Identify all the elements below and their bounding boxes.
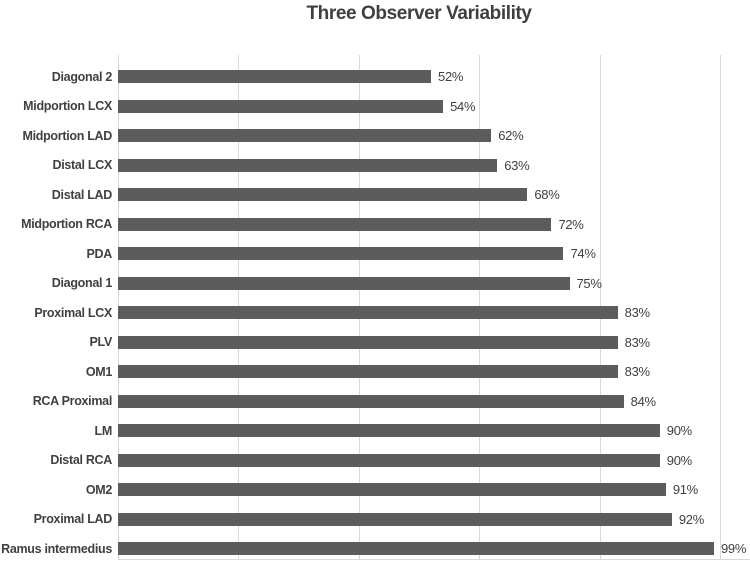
value-label: 52% [438,69,464,85]
bar-row: Midportion LAD 62% [0,121,750,151]
bar-row: Diagonal 1 75% [0,269,750,299]
bar-area: 68% [118,180,750,210]
category-label: Midportion LAD [22,128,112,143]
bar-row: Proximal LCX 83% [0,298,750,328]
bar [118,129,492,143]
bar-area: 91% [118,475,750,505]
value-label: 63% [504,157,530,173]
bar-row: Proximal LAD 92% [0,505,750,535]
category-label: Proximal LAD [33,512,113,527]
bar-area: 54% [118,92,750,122]
bar [118,335,618,349]
bar [118,512,672,526]
bar-row: LM 90% [0,416,750,446]
bar-row: PDA 74% [0,239,750,269]
category-label: Ramus intermedius [1,541,112,556]
value-label: 99% [720,541,747,557]
bar [118,217,552,231]
bar-area: 99% [118,534,750,564]
bar-row: Ramus intermedius 99% [0,534,750,564]
value-label: 74% [570,246,596,262]
bar [118,542,714,556]
x-axis-line [118,559,750,560]
bar-area: 90% [118,416,750,446]
value-label: 83% [624,334,650,350]
category-label: Midportion RCA [21,217,112,232]
value-label: 92% [678,511,704,527]
bar [118,99,444,113]
category-label: Distal RCA [50,453,112,468]
bar-row: Midportion RCA 72% [0,210,750,240]
value-label: 84% [630,393,656,409]
bar [118,188,528,202]
category-label: OM2 [85,482,112,497]
bar [118,424,660,438]
bar-area: 90% [118,446,750,476]
category-label: Distal LCX [52,158,112,173]
bar [118,276,570,290]
value-label: 72% [558,216,584,232]
bar-row: Distal LCX 63% [0,151,750,181]
bar-area: 62% [118,121,750,151]
category-label: Diagonal 1 [51,276,113,291]
bar [118,158,498,172]
bar [118,306,618,320]
bar [118,483,666,497]
category-label: PDA [86,246,113,261]
value-label: 91% [672,482,698,498]
bar-area: 83% [118,328,750,358]
bar-row: RCA Proximal 84% [0,387,750,417]
value-label: 75% [576,275,602,291]
value-label: 68% [534,187,560,203]
bar-area: 63% [118,151,750,181]
chart-title: Three Observer Variability [306,3,532,24]
gridline [720,55,721,559]
bar-row: Distal LAD 68% [0,180,750,210]
bar-row: Diagonal 2 52% [0,62,750,92]
bar [118,453,660,467]
bar [118,394,624,408]
bar-rows-container: Diagonal 2 52% Midportion LCX 54% Midpor… [0,62,750,564]
bar-row: OM2 91% [0,475,750,505]
bar-area: 83% [118,357,750,387]
value-label: 83% [624,305,650,321]
bar-area: 92% [118,505,750,535]
category-label: OM1 [85,364,112,379]
bar-row: OM1 83% [0,357,750,387]
bar-area: 72% [118,210,750,240]
value-label: 90% [666,452,692,468]
value-label: 54% [450,98,476,114]
bar-area: 84% [118,387,750,417]
bar-row: PLV 83% [0,328,750,358]
bar [118,247,564,261]
category-label: Midportion LCX [23,99,112,114]
bar-area: 75% [118,269,750,299]
bar [118,365,618,379]
bar-row: Distal RCA 90% [0,446,750,476]
bar-area: 74% [118,239,750,269]
category-label: Diagonal 2 [51,69,113,84]
category-label: RCA Proximal [32,394,113,409]
value-label: 62% [498,128,524,144]
bar [118,70,432,84]
category-label: Proximal LCX [34,305,112,320]
category-label: PLV [89,335,113,350]
bar-area: 83% [118,298,750,328]
bar-area: 52% [118,62,750,92]
category-label: Distal LAD [51,187,113,202]
category-label: LM [94,423,113,438]
value-label: 90% [666,423,692,439]
bar-row: Midportion LCX 54% [0,92,750,122]
value-label: 83% [624,364,650,380]
